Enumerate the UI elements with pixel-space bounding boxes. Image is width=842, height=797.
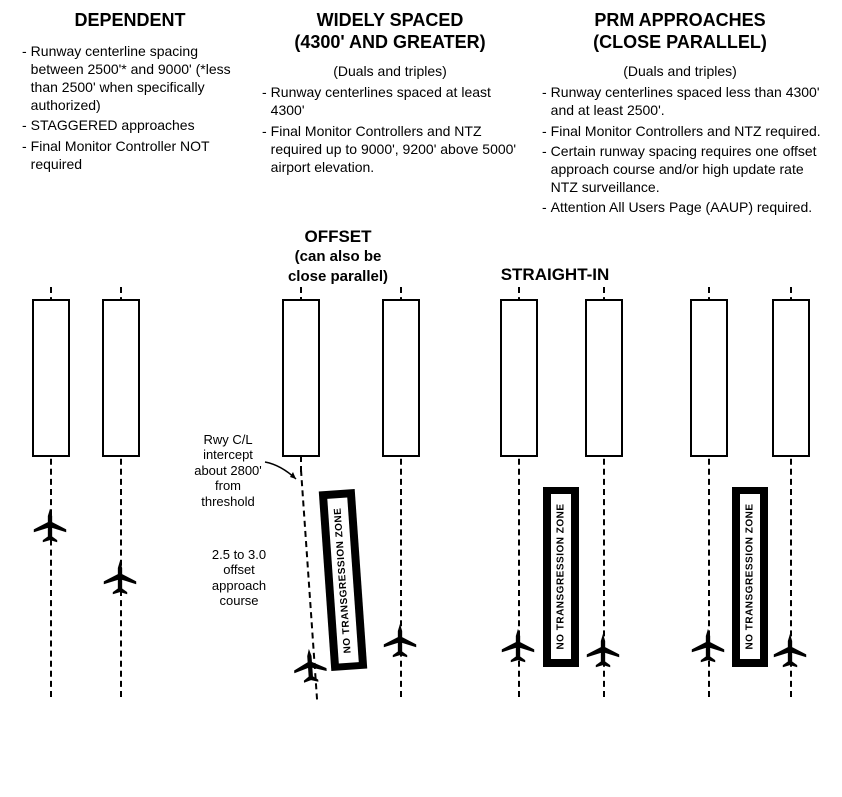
runway xyxy=(382,299,420,457)
diagram-area: OFFSET (can also be close parallel) STRA… xyxy=(10,227,832,707)
bullet: STAGGERED approaches xyxy=(31,116,242,134)
aircraft-icon xyxy=(772,632,808,668)
aircraft-icon xyxy=(500,627,536,663)
title-widely: WIDELY SPACED (4300' AND GREATER) xyxy=(258,10,522,53)
arrow-icon xyxy=(263,457,303,487)
runway xyxy=(500,299,538,457)
runway xyxy=(772,299,810,457)
col-widely: WIDELY SPACED (4300' AND GREATER) (Duals… xyxy=(250,10,530,219)
subtitle-prm: (Duals and triples) xyxy=(538,63,822,79)
col-dependent: DEPENDENT -Runway centerline spacing bet… xyxy=(10,10,250,219)
bullets-dependent: -Runway centerline spacing between 2500'… xyxy=(18,42,242,173)
runway xyxy=(102,299,140,457)
aircraft-icon xyxy=(690,627,726,663)
ntz-label: NO TRANSGRESSION ZONE xyxy=(332,506,353,652)
bullet: Final Monitor Controllers and NTZ requir… xyxy=(271,122,522,177)
ntz-zone: NO TRANSGRESSION ZONE xyxy=(319,488,367,670)
title-dependent: DEPENDENT xyxy=(18,10,242,32)
ntz-zone: NO TRANSGRESSION ZONE xyxy=(732,487,768,667)
runway xyxy=(690,299,728,457)
ntz-label: NO TRANSGRESSION ZONE xyxy=(745,503,756,649)
bullets-widely: -Runway centerlines spaced at least 4300… xyxy=(258,83,522,176)
bullet: Runway centerline spacing between 2500'*… xyxy=(31,42,242,115)
title-prm: PRM APPROACHES (CLOSE PARALLEL) xyxy=(538,10,822,53)
subtitle-widely: (Duals and triples) xyxy=(258,63,522,79)
bullet: Certain runway spacing requires one offs… xyxy=(551,142,822,197)
aircraft-icon xyxy=(102,559,138,595)
bullets-prm: -Runway centerlines spaced less than 430… xyxy=(538,83,822,216)
label-offset-sub: (can also be close parallel) xyxy=(288,248,388,285)
col-prm: PRM APPROACHES (CLOSE PARALLEL) (Duals a… xyxy=(530,10,830,219)
ntz-zone: NO TRANSGRESSION ZONE xyxy=(543,487,579,667)
aircraft-icon xyxy=(32,507,68,543)
runway xyxy=(585,299,623,457)
runway xyxy=(32,299,70,457)
bullet: Final Monitor Controller NOT required xyxy=(31,137,242,173)
runway xyxy=(282,299,320,457)
bullet: Attention All Users Page (AAUP) required… xyxy=(551,198,822,216)
label-offset: OFFSET (can also be close parallel) xyxy=(268,227,408,286)
ntz-label: NO TRANSGRESSION ZONE xyxy=(556,503,567,649)
aircraft-icon xyxy=(585,632,621,668)
bullet: Runway centerlines spaced less than 4300… xyxy=(551,83,822,119)
annot-intercept: Rwy C/L intercept about 2800' from thres… xyxy=(188,432,268,510)
bullet: Final Monitor Controllers and NTZ requir… xyxy=(551,122,822,140)
aircraft-icon xyxy=(382,622,418,658)
approach-diagram: DEPENDENT -Runway centerline spacing bet… xyxy=(10,10,832,707)
label-offset-main: OFFSET xyxy=(304,227,371,246)
header-row: DEPENDENT -Runway centerline spacing bet… xyxy=(10,10,832,219)
annot-offset-course: 2.5 to 3.0 offset approach course xyxy=(204,547,274,609)
label-straightin: STRAIGHT-IN xyxy=(480,265,630,285)
bullet: Runway centerlines spaced at least 4300' xyxy=(271,83,522,119)
aircraft-icon xyxy=(291,645,329,683)
